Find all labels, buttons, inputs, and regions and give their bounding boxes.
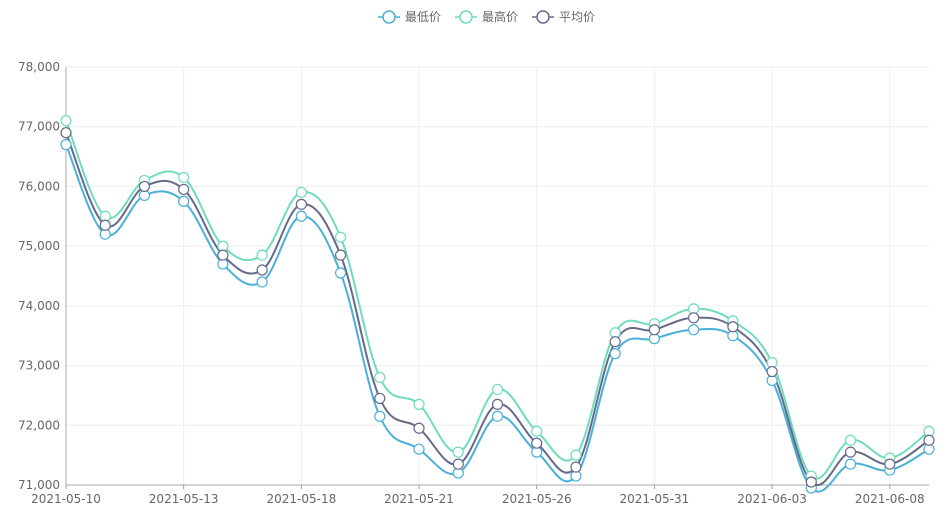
data-point[interactable] xyxy=(688,312,700,324)
data-point[interactable] xyxy=(805,476,817,488)
series-line-1 xyxy=(65,120,930,480)
data-point[interactable] xyxy=(295,210,307,222)
data-point[interactable] xyxy=(334,267,347,279)
data-point[interactable] xyxy=(60,127,72,139)
data-point[interactable] xyxy=(334,249,347,261)
x-tick-label: 2021-05-13 xyxy=(149,492,219,506)
data-point[interactable] xyxy=(138,180,151,193)
y-tick-label: 74,000 xyxy=(18,299,60,313)
data-point[interactable] xyxy=(60,115,72,127)
x-tick-label: 2021-05-18 xyxy=(266,492,336,506)
axes: 71,000 72,000 73,000 74,000 75,000 76,000 77,0… xyxy=(18,60,929,506)
data-point[interactable] xyxy=(178,183,190,196)
data-point[interactable] xyxy=(374,371,386,384)
data-point[interactable] xyxy=(295,198,307,210)
data-point[interactable] xyxy=(923,434,935,446)
data-point[interactable] xyxy=(334,231,347,243)
y-tick-label: 77,000 xyxy=(18,120,60,134)
y-tick-label: 72,000 xyxy=(18,418,60,432)
data-point[interactable] xyxy=(844,446,857,458)
data-point[interactable] xyxy=(844,458,857,470)
legend-circle-icon xyxy=(459,10,473,24)
data-point[interactable] xyxy=(413,443,425,455)
series-lines xyxy=(65,120,930,493)
legend-item[interactable]: 最高价 xyxy=(455,9,518,24)
data-point[interactable] xyxy=(99,219,111,231)
y-tick-label: 78,000 xyxy=(18,60,60,74)
x-tick-label: 2021-05-21 xyxy=(384,492,454,506)
data-point[interactable] xyxy=(609,336,621,348)
data-point[interactable] xyxy=(570,461,582,473)
data-point[interactable] xyxy=(452,446,464,458)
data-point[interactable] xyxy=(256,276,268,288)
y-tick-label: 76,000 xyxy=(18,179,60,193)
data-point[interactable] xyxy=(374,410,386,422)
data-point[interactable] xyxy=(178,171,190,184)
data-point[interactable] xyxy=(531,437,543,449)
legend-item[interactable]: 最低价 xyxy=(378,10,441,24)
data-point[interactable] xyxy=(491,398,504,410)
grid-lines xyxy=(65,66,929,485)
series-points xyxy=(60,115,935,494)
x-tick-label: 2021-05-26 xyxy=(502,492,572,506)
x-tick-label: 2021-05-31 xyxy=(620,492,690,506)
legend-label: 平均价 xyxy=(559,10,595,24)
data-point[interactable] xyxy=(688,324,700,336)
legend: 最低价 最高价 平均价 xyxy=(378,9,595,24)
data-point[interactable] xyxy=(570,449,582,461)
data-point[interactable] xyxy=(648,324,661,336)
data-point[interactable] xyxy=(374,392,386,405)
data-point[interactable] xyxy=(844,434,857,446)
data-point[interactable] xyxy=(295,186,307,198)
data-point[interactable] xyxy=(531,425,543,437)
x-tick-label: 2021-06-08 xyxy=(855,492,925,506)
x-tick-label: 2021-06-03 xyxy=(737,492,807,506)
y-tick-label: 75,000 xyxy=(18,239,60,253)
data-point[interactable] xyxy=(452,458,464,470)
data-point[interactable] xyxy=(256,264,268,276)
legend-item[interactable]: 平均价 xyxy=(532,10,595,24)
data-point[interactable] xyxy=(178,195,190,207)
data-point[interactable] xyxy=(60,139,72,151)
series-line-0 xyxy=(65,144,930,493)
data-point[interactable] xyxy=(413,398,425,410)
data-point[interactable] xyxy=(413,422,425,434)
legend-label: 最高价 xyxy=(482,9,518,24)
data-point[interactable] xyxy=(491,410,504,422)
data-point[interactable] xyxy=(256,249,268,261)
x-tick-label: 2021-05-10 xyxy=(31,492,101,506)
data-point[interactable] xyxy=(217,249,229,261)
series-line-2 xyxy=(65,132,930,486)
data-point[interactable] xyxy=(766,365,778,378)
data-point[interactable] xyxy=(727,321,739,333)
legend-label: 最低价 xyxy=(405,10,441,24)
y-tick-label: 71,000 xyxy=(18,478,60,492)
legend-circle-icon xyxy=(536,10,550,24)
y-tick-label: 73,000 xyxy=(18,359,60,373)
data-point[interactable] xyxy=(491,383,504,396)
legend-circle-icon xyxy=(382,10,396,24)
data-point[interactable] xyxy=(609,348,621,360)
data-point[interactable] xyxy=(884,458,896,470)
